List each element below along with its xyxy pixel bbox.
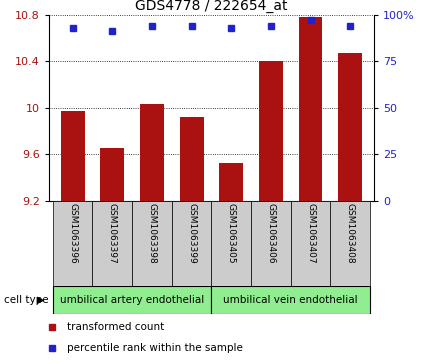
Bar xyxy=(219,163,243,201)
Bar xyxy=(291,201,330,286)
Bar xyxy=(180,117,204,201)
Bar xyxy=(330,201,370,286)
Bar xyxy=(212,201,251,286)
Bar xyxy=(212,286,370,314)
Bar xyxy=(172,201,212,286)
Bar xyxy=(299,17,323,201)
Text: GSM1063398: GSM1063398 xyxy=(147,203,156,264)
Text: cell type: cell type xyxy=(4,295,49,305)
Title: GDS4778 / 222654_at: GDS4778 / 222654_at xyxy=(135,0,288,13)
Bar xyxy=(251,201,291,286)
Text: GSM1063407: GSM1063407 xyxy=(306,203,315,264)
Bar xyxy=(259,61,283,201)
Text: GSM1063408: GSM1063408 xyxy=(346,203,355,264)
Bar xyxy=(100,148,124,201)
Text: GSM1063399: GSM1063399 xyxy=(187,203,196,264)
Text: GSM1063406: GSM1063406 xyxy=(266,203,275,264)
Text: GSM1063396: GSM1063396 xyxy=(68,203,77,264)
Text: GSM1063405: GSM1063405 xyxy=(227,203,236,264)
Bar xyxy=(132,201,172,286)
Bar xyxy=(53,201,93,286)
Bar xyxy=(338,53,362,201)
Bar xyxy=(61,111,85,201)
Text: ▶: ▶ xyxy=(37,295,44,305)
Text: umbilical vein endothelial: umbilical vein endothelial xyxy=(224,295,358,305)
Bar xyxy=(140,104,164,201)
Text: umbilical artery endothelial: umbilical artery endothelial xyxy=(60,295,204,305)
Text: percentile rank within the sample: percentile rank within the sample xyxy=(67,343,243,354)
Bar xyxy=(53,286,212,314)
Text: GSM1063397: GSM1063397 xyxy=(108,203,117,264)
Text: transformed count: transformed count xyxy=(67,322,164,332)
Bar xyxy=(93,201,132,286)
